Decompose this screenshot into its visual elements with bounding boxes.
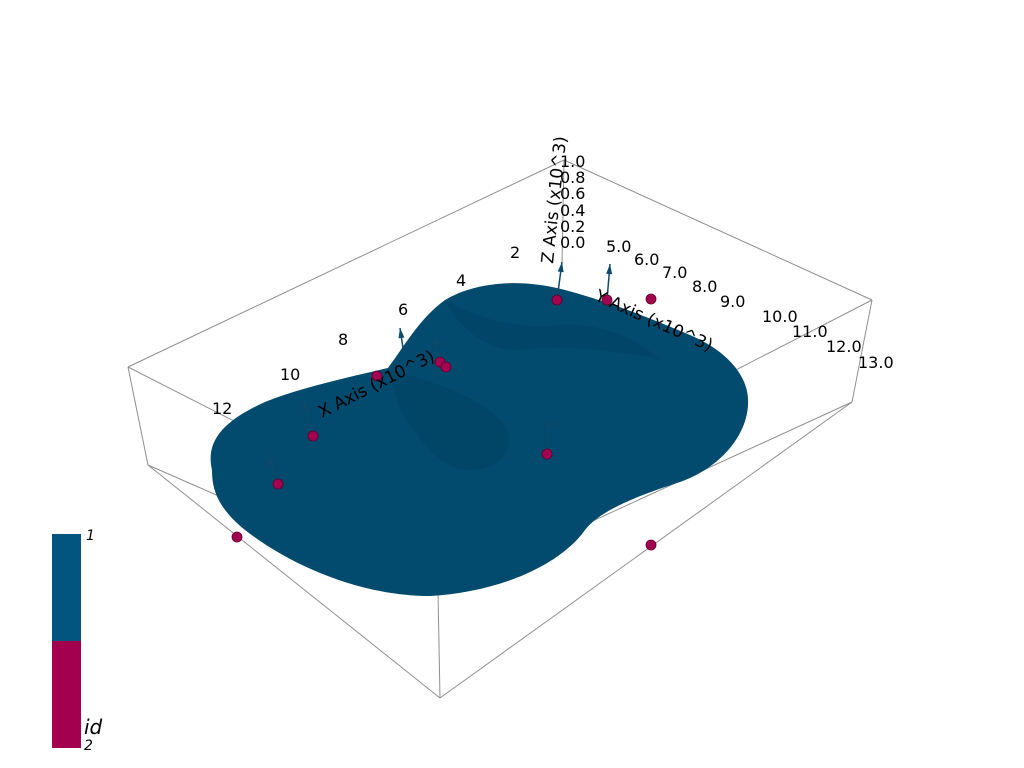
x-tick-label: 8 (338, 330, 348, 349)
y-tick-label: 6.0 (634, 250, 659, 269)
point-marker (440, 361, 452, 373)
y-tick-label: 10.0 (762, 307, 798, 326)
x-tick-label: 2 (510, 243, 520, 262)
y-axis-ticks: 5.0 6.0 7.0 8.0 9.0 10.0 11.0 12.0 13.0 (606, 237, 894, 372)
colorbar-segment (52, 641, 81, 748)
point-marker (272, 478, 284, 490)
arrow-head (433, 336, 440, 347)
arrow-head (268, 455, 275, 466)
arrow-head (546, 418, 553, 429)
arrow-head (398, 328, 405, 339)
point-markers (231, 293, 657, 551)
z-tick-label: 0.2 (560, 217, 585, 236)
arrow-glyphs (267, 261, 613, 485)
x-tick-label: 6 (398, 300, 408, 319)
y-tick-label: 7.0 (662, 263, 687, 282)
y-tick-label: 12.0 (826, 337, 862, 356)
arrow-head (303, 400, 310, 411)
z-tick-label: 0.0 (560, 233, 585, 252)
x-tick-label: 12 (212, 399, 232, 418)
bbox-edge (563, 159, 873, 301)
x-axis-ticks: 2 4 6 8 10 12 (212, 243, 520, 418)
bbox-edge (439, 401, 853, 699)
arrow-head (557, 262, 564, 273)
x-tick-label: 4 (456, 271, 466, 290)
point-marker (601, 294, 613, 306)
bbox-edge (147, 464, 441, 699)
x-tick-label: 10 (280, 365, 300, 384)
y-tick-label: 11.0 (792, 322, 828, 341)
point-marker (541, 448, 553, 460)
z-tick-label: 0.4 (560, 201, 585, 220)
z-tick-label: 0.8 (560, 168, 585, 187)
point-marker (645, 293, 657, 305)
bbox-edge (127, 366, 149, 466)
colorbar: 1 id 2 (52, 528, 103, 754)
bbox-edge (561, 159, 565, 265)
point-marker (231, 531, 243, 543)
y-tick-label: 5.0 (606, 237, 631, 256)
colorbar-min-label: 2 (84, 738, 93, 754)
surface-shading (445, 300, 660, 360)
point-marker (551, 294, 563, 306)
y-tick-label: 8.0 (692, 277, 717, 296)
point-marker (307, 430, 319, 442)
colorbar-segment (52, 534, 81, 641)
colorbar-title: id (84, 715, 103, 739)
y-tick-label: 9.0 (720, 292, 745, 311)
point-marker (645, 539, 657, 551)
bbox-edge (437, 591, 441, 699)
z-tick-label: 1.0 (560, 152, 585, 171)
bbox-edge (851, 299, 873, 403)
surface-shading (388, 368, 509, 470)
y-tick-label: 13.0 (858, 353, 894, 372)
surface-mesh[interactable] (210, 283, 749, 596)
point-marker (371, 370, 383, 382)
arrow-head (606, 264, 613, 275)
z-tick-label: 0.6 (560, 184, 585, 203)
z-axis-ticks: 0.0 0.2 0.4 0.6 0.8 1.0 (560, 152, 585, 252)
colorbar-max-label: 1 (86, 528, 95, 544)
bbox-edge (127, 159, 565, 368)
